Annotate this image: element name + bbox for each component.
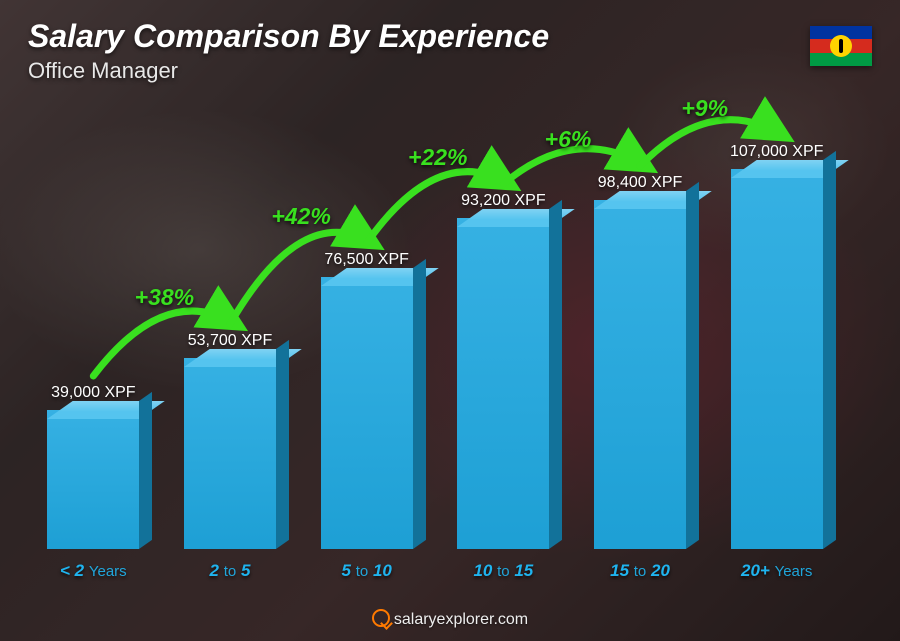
- x-labels-container: < 2 Years 2 to 5 5 to 10 10 to 15 15 to 20 20…: [30, 561, 840, 581]
- chart-subtitle: Office Manager: [28, 58, 178, 84]
- bar-slot: 76,500 XPF: [303, 251, 430, 549]
- bar-slot: 107,000 XPF: [713, 143, 840, 549]
- delta-pct-label: +22%: [408, 144, 467, 171]
- bar-slot: 98,400 XPF: [577, 174, 704, 549]
- bar-slot: 93,200 XPF: [440, 192, 567, 549]
- bar-side-face: [276, 340, 289, 549]
- bar-front-face: [731, 169, 823, 549]
- bar: [594, 200, 686, 549]
- delta-pct-label: +6%: [545, 126, 592, 153]
- bar-value-label: 98,400 XPF: [598, 174, 683, 192]
- bars-container: 39,000 XPF 53,700 XPF 76,500 XPF 93,200 XPF…: [30, 129, 840, 549]
- footer: salaryexplorer.com: [0, 609, 900, 629]
- x-axis-label: 5 to 10: [303, 561, 430, 581]
- bar-front-face: [184, 358, 276, 549]
- delta-pct-label: +9%: [681, 95, 728, 122]
- bar-side-face: [686, 182, 699, 549]
- bar-value-label: 107,000 XPF: [730, 143, 823, 161]
- bar-slot: 53,700 XPF: [167, 332, 294, 549]
- bar: [184, 358, 276, 549]
- bar: [321, 277, 413, 549]
- footer-site-name: salaryexplorer.com: [394, 611, 528, 628]
- delta-pct-label: +38%: [135, 284, 194, 311]
- flag-disc: [830, 35, 852, 57]
- country-flag: [810, 26, 872, 66]
- x-axis-label: < 2 Years: [30, 561, 157, 581]
- bar-value-label: 39,000 XPF: [51, 384, 136, 402]
- x-axis-label: 10 to 15: [440, 561, 567, 581]
- x-axis-label: 20+ Years: [713, 561, 840, 581]
- bar-chart: 39,000 XPF 53,700 XPF 76,500 XPF 93,200 XPF…: [30, 110, 840, 581]
- bar: [457, 218, 549, 549]
- bar-front-face: [594, 200, 686, 549]
- bar-side-face: [413, 259, 426, 549]
- bar-front-face: [321, 277, 413, 549]
- bar-front-face: [457, 218, 549, 549]
- bar-side-face: [139, 392, 152, 549]
- delta-pct-label: +42%: [271, 203, 330, 230]
- bar: [47, 410, 139, 549]
- chart-title: Salary Comparison By Experience: [28, 18, 549, 55]
- bar-side-face: [549, 200, 562, 549]
- bar-slot: 39,000 XPF: [30, 384, 157, 549]
- x-axis-label: 15 to 20: [577, 561, 704, 581]
- bar-value-label: 76,500 XPF: [324, 251, 409, 269]
- bar-value-label: 93,200 XPF: [461, 192, 546, 210]
- bar-front-face: [47, 410, 139, 549]
- bar-value-label: 53,700 XPF: [188, 332, 273, 350]
- infographic-canvas: Salary Comparison By Experience Office M…: [0, 0, 900, 641]
- site-logo-icon: [372, 609, 390, 627]
- bar: [731, 169, 823, 549]
- bar-side-face: [823, 151, 836, 549]
- x-axis-label: 2 to 5: [167, 561, 294, 581]
